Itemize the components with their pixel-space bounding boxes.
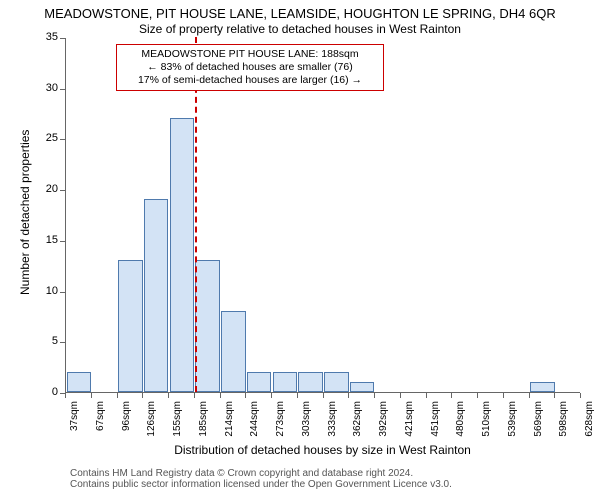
x-tick-label: 569sqm <box>533 401 544 451</box>
footer-line-1: Contains HM Land Registry data © Crown c… <box>70 468 452 479</box>
x-tick-mark <box>168 393 169 398</box>
y-tick-mark <box>60 292 65 293</box>
chart-root: { "titles": { "main": "MEADOWSTONE, PIT … <box>0 0 600 500</box>
y-tick-mark <box>60 241 65 242</box>
reference-info-box: MEADOWSTONE PIT HOUSE LANE: 188sqm ← 83%… <box>116 44 384 91</box>
x-tick-label: 244sqm <box>249 401 260 451</box>
y-tick-label: 10 <box>30 285 58 297</box>
x-tick-mark <box>271 393 272 398</box>
x-tick-mark <box>451 393 452 398</box>
x-tick-mark <box>374 393 375 398</box>
y-tick-mark <box>60 38 65 39</box>
x-tick-mark <box>554 393 555 398</box>
histogram-bar <box>273 372 297 392</box>
info-line-1: MEADOWSTONE PIT HOUSE LANE: 188sqm <box>123 48 377 61</box>
x-tick-mark <box>220 393 221 398</box>
histogram-bar <box>118 260 142 392</box>
histogram-bar <box>298 372 322 392</box>
x-tick-mark <box>477 393 478 398</box>
x-tick-label: 155sqm <box>172 401 183 451</box>
histogram-bar <box>324 372 348 392</box>
x-tick-label: 214sqm <box>224 401 235 451</box>
x-tick-label: 421sqm <box>404 401 415 451</box>
x-tick-mark <box>65 393 66 398</box>
histogram-bar <box>170 118 194 392</box>
y-tick-label: 25 <box>30 132 58 144</box>
y-axis-label: Number of detached properties <box>18 130 32 295</box>
histogram-bar <box>530 382 554 392</box>
footer-line-2: Contains public sector information licen… <box>70 479 452 490</box>
x-tick-mark <box>117 393 118 398</box>
x-tick-label: 96sqm <box>121 401 132 451</box>
x-tick-label: 185sqm <box>198 401 209 451</box>
x-tick-mark <box>503 393 504 398</box>
x-tick-mark <box>245 393 246 398</box>
y-tick-label: 15 <box>30 234 58 246</box>
info-line-3: 17% of semi-detached houses are larger (… <box>123 74 377 87</box>
x-tick-label: 303sqm <box>301 401 312 451</box>
y-tick-label: 35 <box>30 31 58 43</box>
x-tick-label: 126sqm <box>146 401 157 451</box>
histogram-bar <box>350 382 374 392</box>
histogram-bar <box>67 372 91 392</box>
x-tick-mark <box>194 393 195 398</box>
x-tick-label: 67sqm <box>95 401 106 451</box>
x-tick-mark <box>297 393 298 398</box>
x-tick-mark <box>426 393 427 398</box>
info-line-2: ← 83% of detached houses are smaller (76… <box>123 61 377 74</box>
histogram-bar <box>195 260 219 392</box>
footer-attribution: Contains HM Land Registry data © Crown c… <box>70 468 452 490</box>
x-tick-mark <box>400 393 401 398</box>
x-tick-label: 480sqm <box>455 401 466 451</box>
x-tick-mark <box>348 393 349 398</box>
sub-title: Size of property relative to detached ho… <box>0 22 600 36</box>
main-title: MEADOWSTONE, PIT HOUSE LANE, LEAMSIDE, H… <box>0 6 600 21</box>
x-tick-label: 451sqm <box>430 401 441 451</box>
x-tick-label: 333sqm <box>327 401 338 451</box>
histogram-bar <box>144 199 168 392</box>
x-tick-mark <box>580 393 581 398</box>
x-tick-label: 598sqm <box>558 401 569 451</box>
y-tick-label: 5 <box>30 335 58 347</box>
x-tick-mark <box>142 393 143 398</box>
x-tick-label: 628sqm <box>584 401 595 451</box>
y-tick-mark <box>60 190 65 191</box>
y-tick-mark <box>60 342 65 343</box>
x-tick-label: 362sqm <box>352 401 363 451</box>
x-tick-mark <box>91 393 92 398</box>
y-tick-label: 20 <box>30 183 58 195</box>
y-tick-label: 0 <box>30 386 58 398</box>
x-tick-mark <box>529 393 530 398</box>
x-tick-label: 510sqm <box>481 401 492 451</box>
histogram-bar <box>247 372 271 392</box>
x-tick-label: 392sqm <box>378 401 389 451</box>
x-tick-label: 37sqm <box>69 401 80 451</box>
x-tick-label: 273sqm <box>275 401 286 451</box>
y-tick-mark <box>60 89 65 90</box>
y-tick-label: 30 <box>30 82 58 94</box>
histogram-bar <box>221 311 245 392</box>
x-tick-mark <box>323 393 324 398</box>
x-tick-label: 539sqm <box>507 401 518 451</box>
y-tick-mark <box>60 139 65 140</box>
x-axis-label: Distribution of detached houses by size … <box>65 443 580 457</box>
